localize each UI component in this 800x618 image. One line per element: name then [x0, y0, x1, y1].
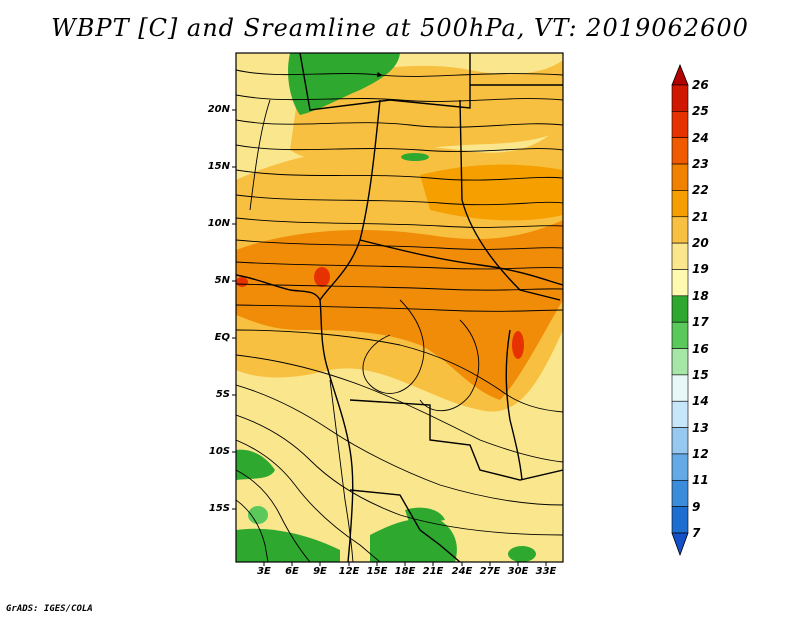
- lon-label-6e: 6E: [285, 566, 299, 577]
- colorbar-level-label: 14: [692, 394, 709, 409]
- colorbar-level-label: 15: [692, 367, 709, 382]
- lat-label-5n: 5N: [214, 275, 230, 286]
- colorbar-cell: [671, 190, 689, 218]
- lat-label-15s: 15S: [208, 503, 230, 514]
- lat-label-10s: 10S: [208, 446, 230, 457]
- longitude-ticks: [263, 562, 547, 566]
- field-green-west: [236, 449, 275, 480]
- colorbar-cell: [671, 111, 689, 139]
- colorbar-cell: [671, 163, 689, 191]
- colorbar-cell: [671, 348, 689, 376]
- colorbar-cell: [671, 269, 689, 297]
- field-hotspot-2: [512, 331, 524, 359]
- lon-label-24e: 24E: [451, 566, 473, 577]
- colorbar-cells: [671, 84, 689, 534]
- colorbar-cell: [671, 506, 689, 534]
- field-green-southwest: [236, 528, 340, 562]
- field-hot-north: [420, 164, 563, 221]
- colorbar-level-label: 9: [692, 499, 701, 514]
- colorbar-cell: [671, 84, 689, 112]
- colorbar-level-label: 24: [692, 130, 709, 145]
- colorbar-level-label: 18: [692, 288, 709, 303]
- field-green-spot: [401, 153, 429, 161]
- colorbar-cell: [671, 242, 689, 270]
- colorbar-level-label: 13: [692, 420, 709, 435]
- streamlines: [236, 69, 563, 562]
- field-green-south: [370, 518, 457, 562]
- map-title: WBPT [C] and Sreamline at 500hPa, VT: 20…: [51, 14, 749, 42]
- colorbar: [671, 63, 689, 557]
- field-green-southeast: [508, 546, 536, 562]
- field-hotspot-3: [236, 277, 248, 287]
- lat-label-10n: 10N: [207, 218, 230, 229]
- borders: [236, 53, 563, 562]
- lon-label-30e: 30E: [507, 566, 529, 577]
- colorbar-level-label: 23: [692, 157, 709, 172]
- colorbar-cell: [671, 479, 689, 507]
- colorbar-cell: [671, 427, 689, 455]
- map-frame: [235, 52, 564, 563]
- latitude-ticks: [232, 109, 236, 510]
- colorbar-level-label: 17: [692, 315, 709, 330]
- colorbar-level-label: 19: [692, 262, 709, 277]
- lon-label-33e: 33E: [535, 566, 557, 577]
- colorbar-level-label: 11: [692, 473, 709, 488]
- colorbar-level-label: 7: [692, 526, 701, 540]
- colorbar-cell: [671, 374, 689, 402]
- colorbar-level-label: 16: [692, 341, 709, 356]
- colorbar-level-label: 20: [692, 236, 709, 251]
- field-green-small: [248, 506, 268, 524]
- colorbar-level-label: 26: [692, 78, 709, 92]
- colorbar-level-label: 12: [692, 446, 709, 461]
- lon-label-15e: 15E: [366, 566, 388, 577]
- colorbar-cell: [671, 400, 689, 428]
- colorbar-top-arrow: [671, 63, 689, 86]
- colorbar-level-label: 25: [692, 104, 709, 119]
- lon-label-18e: 18E: [394, 566, 416, 577]
- lat-label-5s: 5S: [215, 389, 230, 400]
- lon-label-12e: 12E: [338, 566, 360, 577]
- credit-text: GrADS: IGES/COLA: [6, 604, 93, 614]
- map-field: [236, 53, 563, 562]
- lon-label-27e: 27E: [479, 566, 501, 577]
- lon-label-21e: 21E: [422, 566, 444, 577]
- lat-label-20n: 20N: [207, 104, 230, 115]
- colorbar-bottom-arrow: [671, 532, 689, 557]
- field-hotspot-1: [314, 267, 330, 287]
- colorbar-level-label: 22: [692, 183, 709, 198]
- lat-label-15n: 15N: [207, 161, 230, 172]
- colorbar-cell: [671, 453, 689, 481]
- colorbar-cell: [671, 321, 689, 349]
- lat-label-eq: EQ: [214, 332, 230, 343]
- colorbar-level-label: 21: [692, 209, 709, 224]
- colorbar-cell: [671, 137, 689, 165]
- lon-label-9e: 9E: [313, 566, 327, 577]
- colorbar-cell: [671, 295, 689, 323]
- lon-label-3e: 3E: [257, 566, 271, 577]
- colorbar-cell: [671, 216, 689, 244]
